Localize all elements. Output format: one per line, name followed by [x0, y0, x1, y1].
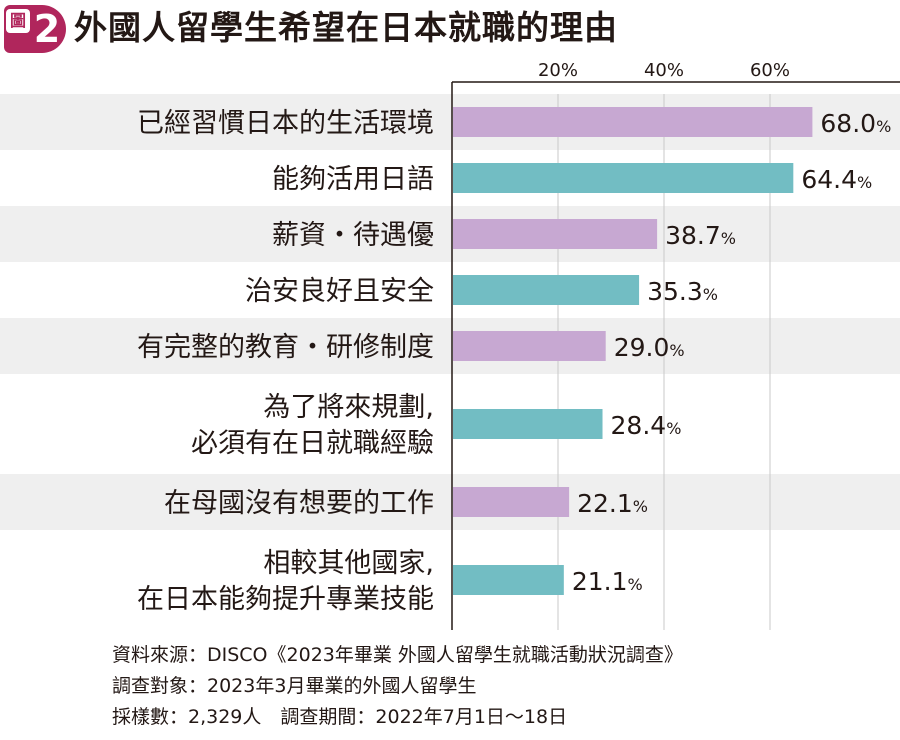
category-label: 必須有在日就職經驗 [191, 428, 434, 459]
bar [453, 409, 603, 439]
row-band [0, 206, 900, 262]
category-label: 在母國沒有想要的工作 [164, 488, 434, 519]
figure-badge-number: 2 [33, 7, 61, 51]
bar [453, 219, 658, 249]
bar [453, 163, 794, 193]
bar [453, 275, 640, 305]
x-tick-label: 20% [538, 60, 578, 81]
survey-subjects-note: 調查對象：2023年3月畢業的外國人留學生 [112, 675, 477, 697]
bar [453, 331, 606, 361]
source-note: 資料來源：DISCO《2023年畢業 外國人留學生就職活動狀況調查》 [112, 644, 683, 666]
bar [453, 487, 570, 517]
sample-period-note: 採樣數：2,329人 調查期間：2022年7月1日～18日 [112, 706, 568, 728]
row-band [0, 318, 900, 374]
bar [453, 107, 813, 137]
x-tick-label: 60% [750, 60, 790, 81]
data-label: 22.1% [577, 489, 648, 518]
chart-title: 外國人留學生希望在日本就職的理由 [74, 8, 618, 47]
figure-badge-label: 圖 [6, 9, 30, 33]
category-label: 在日本能夠提升專業技能 [137, 584, 434, 615]
category-label: 相較其他國家, [263, 548, 434, 579]
category-label: 已經習慣日本的生活環境 [137, 108, 434, 139]
bar [453, 565, 564, 595]
chart-header: 圖 2 外國人留學生希望在日本就職的理由 [0, 0, 900, 60]
x-tick-label: 40% [644, 60, 684, 81]
category-label: 能夠活用日語 [272, 164, 434, 195]
figure-badge: 圖 2 [4, 5, 66, 53]
category-label: 薪資・待遇優 [272, 220, 434, 251]
data-label: 35.3% [647, 277, 718, 306]
data-label: 38.7% [665, 221, 736, 250]
chart-footer: 資料來源：DISCO《2023年畢業 外國人留學生就職活動狀況調查》 調查對象：… [112, 640, 683, 733]
category-label: 治安良好且安全 [245, 276, 434, 307]
category-label: 為了將來規劃, [263, 392, 434, 423]
data-label: 21.1% [572, 567, 643, 596]
data-label: 29.0% [614, 333, 685, 362]
data-label: 68.0% [820, 109, 891, 138]
data-label: 64.4% [801, 165, 872, 194]
data-label: 28.4% [611, 411, 682, 440]
row-band [0, 474, 900, 530]
bar-chart: 20% 40% 60% 68.0% 已經習慣日本的生活環境 64.4% 能夠活用日語 38.7… [0, 60, 900, 630]
category-label: 有完整的教育・研修制度 [137, 332, 434, 363]
